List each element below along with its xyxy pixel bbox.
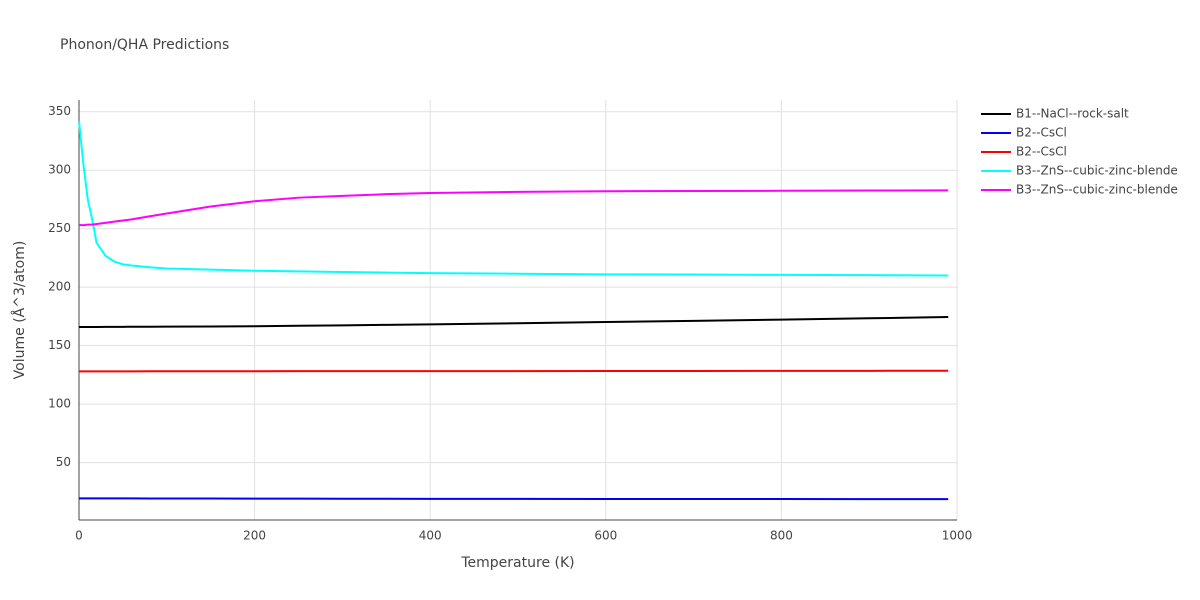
x-tick-label: 600	[594, 529, 617, 543]
y-tick-label: 200	[48, 280, 71, 294]
y-tick-label: 150	[48, 338, 71, 352]
y-tick-label: 250	[48, 221, 71, 235]
legend-label: B2--CsCl	[1016, 145, 1067, 159]
y-tick-label: 350	[48, 104, 71, 118]
y-tick-label: 300	[48, 163, 71, 177]
y-axis-title: Volume (Å^3/atom)	[11, 241, 28, 380]
series-line	[79, 497, 949, 501]
legend-label: B3--ZnS--cubic-zinc-blende	[1016, 183, 1178, 197]
x-tick-label: 400	[419, 529, 442, 543]
legend-label: B2--CsCl	[1016, 126, 1067, 140]
y-tick-label: 50	[56, 455, 71, 469]
series-line	[79, 316, 949, 328]
x-tick-label: 800	[770, 529, 793, 543]
series-line	[79, 369, 949, 373]
x-tick-label: 200	[243, 529, 266, 543]
series-line	[79, 189, 949, 227]
legend-label: B1--NaCl--rock-salt	[1016, 107, 1129, 121]
chart-title: Phonon/QHA Predictions	[60, 37, 229, 53]
series-line	[78, 120, 949, 277]
x-tick-label: 0	[75, 529, 83, 543]
x-tick-label: 1000	[942, 529, 973, 543]
legend-label: B3--ZnS--cubic-zinc-blende	[1016, 164, 1178, 178]
y-tick-label: 100	[48, 397, 71, 411]
x-axis-title: Temperature (K)	[460, 555, 574, 571]
